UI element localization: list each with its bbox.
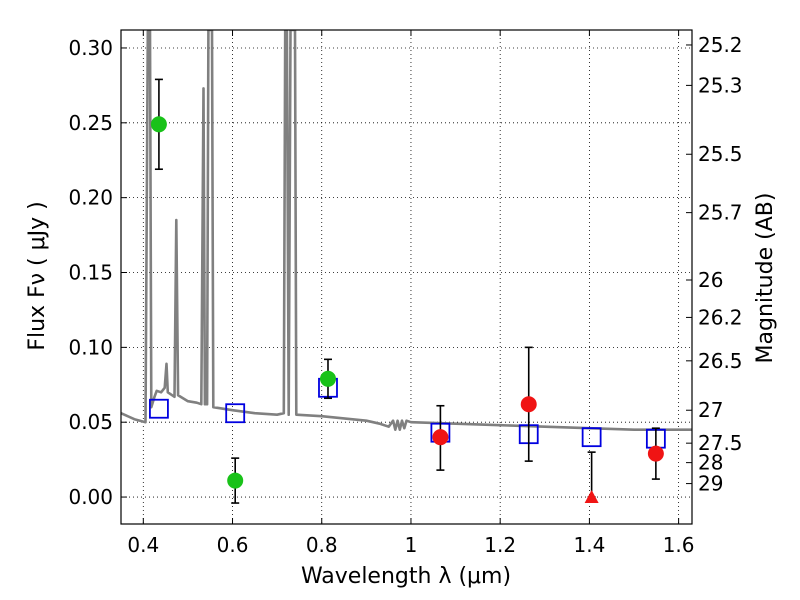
y-tick-label: 0.10 xyxy=(68,335,113,359)
y-tick-label: 0.25 xyxy=(68,111,113,135)
upper-limit-triangle xyxy=(584,490,599,504)
model-band-square xyxy=(149,398,169,419)
green-data-point xyxy=(319,370,336,387)
model-band-square xyxy=(225,403,246,424)
y-tick-label: 0.20 xyxy=(68,186,113,210)
x-axis-label: Wavelength λ (μm) xyxy=(301,564,511,589)
right-tick-label: 26.5 xyxy=(698,349,743,373)
right-tick-label: 25.3 xyxy=(698,73,743,97)
x-tick-label: 0.4 xyxy=(127,533,159,557)
y-axis-label: Flux Fν ( μJy ) xyxy=(25,201,50,350)
red-data-point xyxy=(432,429,449,446)
y-tick-label: 0.00 xyxy=(68,485,113,509)
green-data-point xyxy=(150,116,167,133)
right-axis-label: Magnitude (AB) xyxy=(753,193,778,364)
right-tick-label: 25.7 xyxy=(698,201,743,225)
right-tick-label: 27 xyxy=(698,398,723,422)
right-tick-label: 28 xyxy=(698,451,723,475)
x-tick-label: 1 xyxy=(405,533,418,557)
right-tick-label: 25.5 xyxy=(698,142,743,166)
right-tick-label: 26 xyxy=(698,268,723,292)
model-spectrum-layer xyxy=(121,30,692,432)
data-marks-layer xyxy=(149,78,666,504)
x-axis-ticks: 0.4 0.6 0.8 1 1.2 1.4 1.6 xyxy=(127,30,695,557)
x-tick-label: 1.2 xyxy=(484,533,516,557)
x-tick-label: 1.4 xyxy=(573,533,605,557)
right-tick-label: 27.5 xyxy=(698,431,743,455)
red-data-point xyxy=(647,445,664,462)
y-axis-ticks: 0.00 0.05 0.10 0.15 0.20 0.25 0.30 xyxy=(68,36,127,509)
right-tick-label: 29 xyxy=(698,472,723,496)
x-tick-label: 1.6 xyxy=(663,533,695,557)
x-tick-label: 0.8 xyxy=(306,533,338,557)
right-tick-label: 26.2 xyxy=(698,305,743,329)
right-tick-label: 25.2 xyxy=(698,33,743,57)
red-data-point xyxy=(520,396,537,413)
y-tick-label: 0.05 xyxy=(68,410,113,434)
model-band-square xyxy=(581,427,602,448)
green-data-point xyxy=(227,472,244,489)
x-tick-label: 0.6 xyxy=(217,533,249,557)
plot-frame xyxy=(120,29,693,525)
y-tick-label: 0.15 xyxy=(68,261,113,285)
model-spectrum-line xyxy=(121,30,692,432)
y-tick-label: 0.30 xyxy=(68,36,113,60)
